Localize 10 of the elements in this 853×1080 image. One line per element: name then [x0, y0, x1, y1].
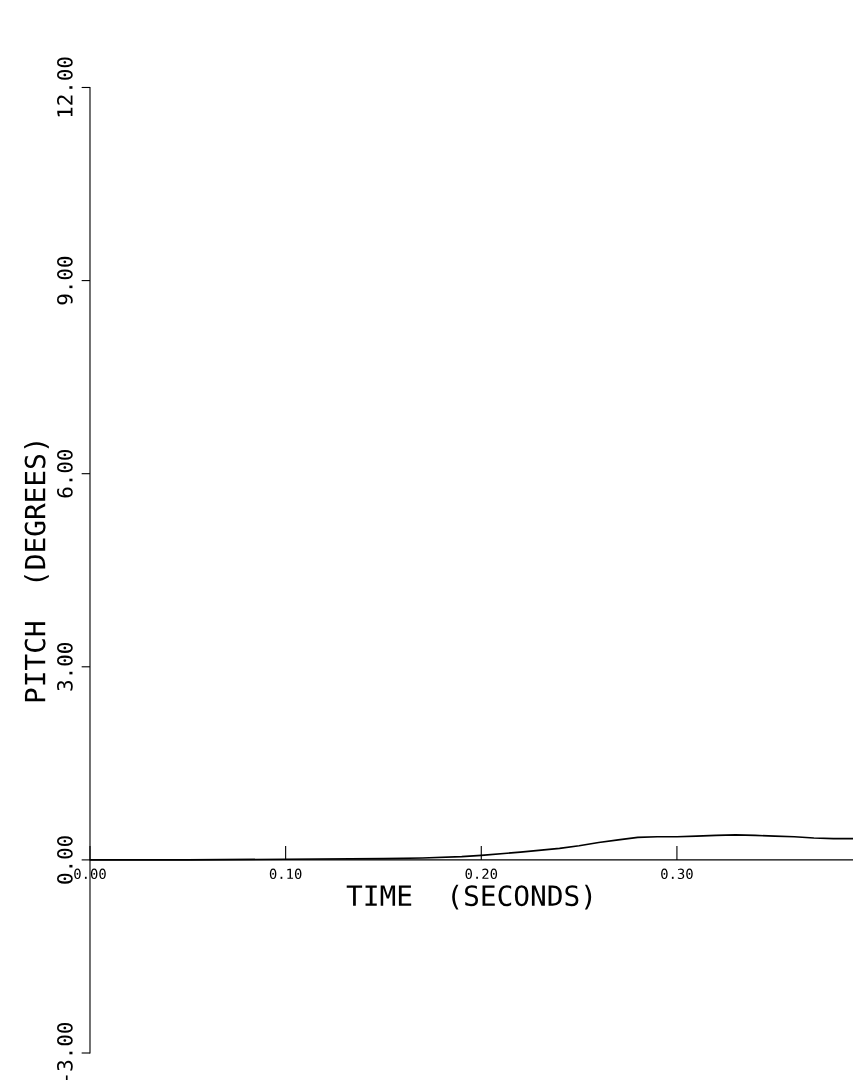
- y-axis-title: PITCH (DEGREES): [24, 442, 49, 702]
- y-tick-label: 3.00: [57, 643, 73, 691]
- x-tick-label: 0.20: [465, 868, 498, 880]
- y-tick-label: 6.00: [57, 449, 73, 498]
- y-tick-label: 12.00: [57, 57, 73, 117]
- x-tick-label: 0.30: [661, 868, 693, 880]
- y-tick-label: -3.00: [57, 1022, 73, 1080]
- x-tick-label: 0.10: [269, 868, 302, 880]
- x-axis-title: TIME (SECONDS): [346, 884, 592, 910]
- y-tick-label: 9.00: [57, 256, 73, 305]
